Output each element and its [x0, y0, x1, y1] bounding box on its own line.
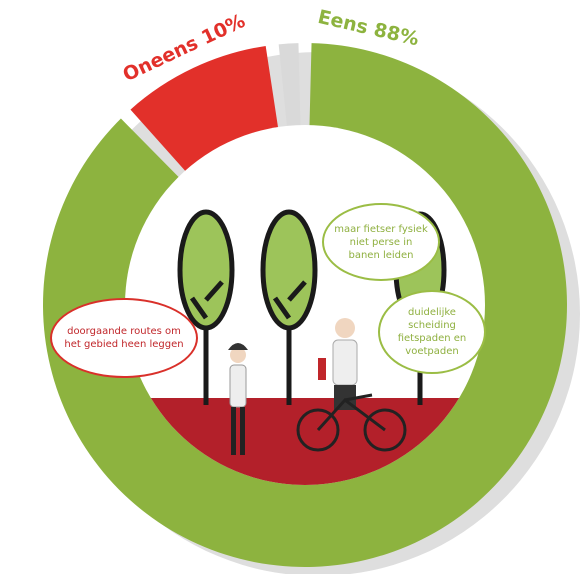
speech-bubble: duidelijke scheiding fietspaden en voetp… [378, 290, 486, 374]
speech-bubble: doorgaande routes om het gebied heen leg… [50, 298, 198, 378]
infographic: Eens 88%Oneens 10% doorgaande routes om … [0, 0, 588, 574]
chart: Eens 88%Oneens 10% [0, 0, 588, 574]
value-label: 10% [198, 10, 249, 49]
slice-label: Eens 88% [316, 6, 421, 50]
speech-bubble: maar fietser fysiek niet perse in banen … [322, 203, 440, 281]
value-label: 88% [372, 19, 421, 51]
category-label: Eens [316, 6, 370, 39]
